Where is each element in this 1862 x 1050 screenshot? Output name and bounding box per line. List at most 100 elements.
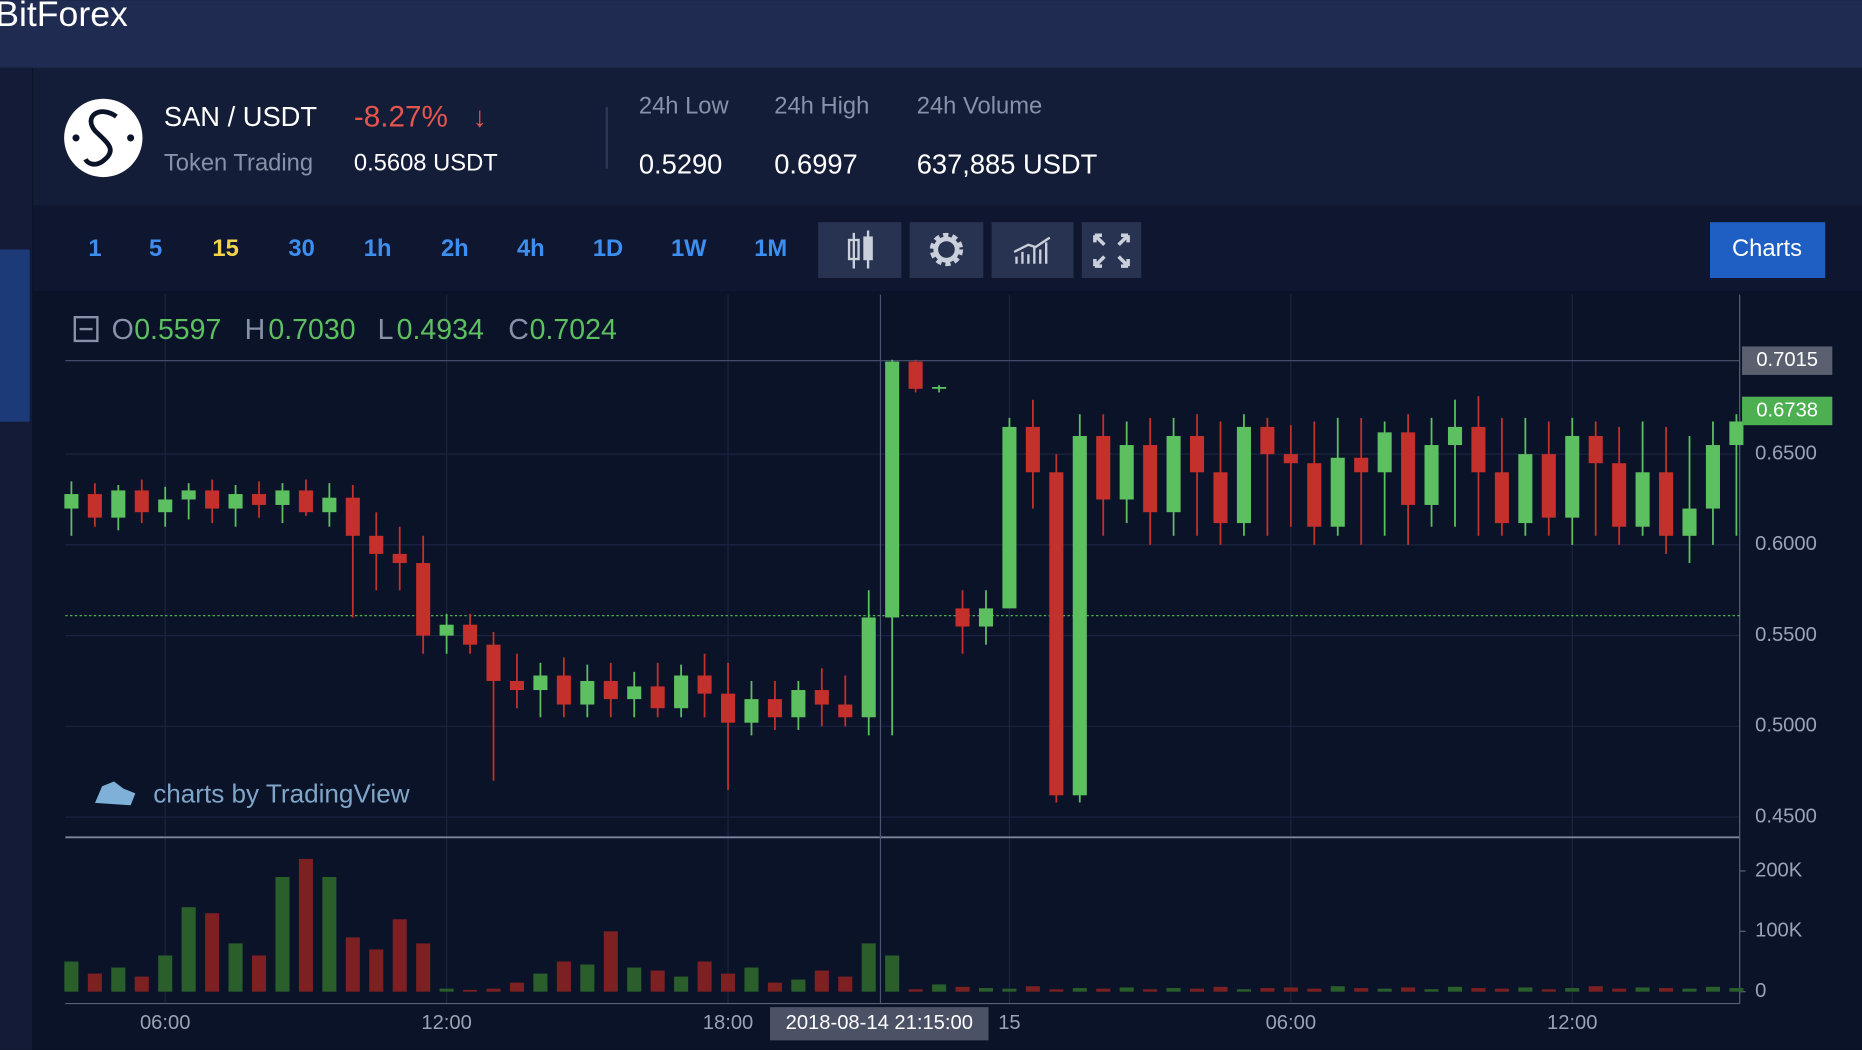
volume-bar xyxy=(1283,987,1298,992)
y-tick-label: 0.6000 xyxy=(1755,533,1817,555)
candle-body xyxy=(1659,472,1674,536)
x-tick-label: 12:00 xyxy=(1547,1012,1597,1034)
volume-bar xyxy=(1190,988,1205,992)
volume-bar xyxy=(1025,986,1040,992)
x-tick-label: 06:00 xyxy=(1266,1012,1316,1034)
volume-bar xyxy=(650,970,665,992)
candle-body xyxy=(439,624,454,636)
y-tick-label: 0.6500 xyxy=(1755,442,1817,464)
volume-bar xyxy=(556,961,571,992)
volume-bar xyxy=(1565,988,1580,992)
candle-body xyxy=(767,699,782,718)
legend-toggle[interactable] xyxy=(73,316,99,343)
indicators-button[interactable] xyxy=(991,222,1074,278)
candle-body xyxy=(1494,472,1509,524)
volume-bar xyxy=(87,973,102,992)
y-tick-label: 0.5000 xyxy=(1755,715,1817,737)
interval[interactable]: 5 xyxy=(149,235,162,262)
settings-button[interactable] xyxy=(909,222,984,278)
interval[interactable]: 1h xyxy=(364,235,392,262)
candle-body xyxy=(87,494,102,518)
volume-bar xyxy=(369,949,384,992)
volume-tick-label: 0 xyxy=(1755,980,1766,1002)
volume-tick-label: 100K xyxy=(1755,920,1803,942)
interval[interactable]: 15 xyxy=(212,235,238,262)
interval[interactable]: 2h xyxy=(441,235,469,262)
interval[interactable]: 1W xyxy=(671,235,707,262)
top-bar xyxy=(0,0,1862,68)
sidebar xyxy=(0,67,33,1050)
charts-button-label[interactable]: Charts xyxy=(1732,235,1802,262)
volume-bar xyxy=(322,876,337,992)
crosshair-time-label: 2018-08-14 21:15:00 xyxy=(786,1012,973,1034)
volume-bar xyxy=(1330,986,1345,992)
interval[interactable]: 1M xyxy=(754,235,787,262)
stat-value: 0.6997 xyxy=(774,149,858,180)
candle-body xyxy=(392,553,407,564)
interval[interactable]: 30 xyxy=(288,235,314,262)
candle-body xyxy=(1213,472,1228,524)
candle-body xyxy=(838,704,853,718)
candle-body xyxy=(1190,435,1205,473)
watermark: charts by TradingView xyxy=(153,779,410,809)
candle-body xyxy=(1401,432,1416,505)
volume-bar xyxy=(345,937,360,992)
volume-bar xyxy=(1072,988,1087,992)
chart: 0.4500 0.5000 0.5500 0.6000 0.6500 06:00 12:00… xyxy=(64,294,1833,1041)
intervals: 1 5 15 30 1h 2h 4h 1D 1W 1M xyxy=(88,235,787,262)
candle-body xyxy=(1283,454,1298,464)
volume-bar xyxy=(1635,987,1650,992)
volume-bar xyxy=(509,982,525,992)
volume-bar xyxy=(814,970,829,992)
candle-body xyxy=(1424,445,1439,505)
volume-bar xyxy=(978,988,994,992)
volume-bar xyxy=(1494,988,1509,992)
crosshair-price-label: 0.7015 xyxy=(1756,349,1818,371)
candle-body xyxy=(1588,435,1603,464)
volume-bar xyxy=(1002,988,1017,992)
last-price-box xyxy=(1742,396,1833,426)
legend-key: L xyxy=(378,314,394,346)
volume-bar xyxy=(1377,988,1392,992)
x-tick-label: 12:00 xyxy=(421,1012,471,1034)
logo[interactable]: BitForex xyxy=(0,0,128,34)
interval[interactable]: 4h xyxy=(517,235,545,262)
volume-bar xyxy=(158,955,173,992)
charts-button[interactable] xyxy=(1710,222,1826,278)
candle-body xyxy=(1682,508,1697,536)
volume-bar xyxy=(674,976,689,992)
candle-body xyxy=(1565,435,1580,518)
interval[interactable]: 1D xyxy=(593,235,623,262)
candle-body xyxy=(1635,472,1650,527)
sidebar-active[interactable] xyxy=(0,249,30,422)
candle-body xyxy=(1049,472,1064,796)
interval[interactable]: 1 xyxy=(88,235,101,262)
candle-body xyxy=(1354,457,1369,473)
volume-bar xyxy=(463,989,478,992)
candle-body xyxy=(627,686,642,700)
change-arrow: ↓ xyxy=(473,101,487,133)
candle-body xyxy=(1143,445,1158,513)
fullscreen-button[interactable] xyxy=(1081,222,1142,278)
candle-body xyxy=(1260,426,1275,455)
candle-body xyxy=(580,680,595,705)
crosshair-time-box xyxy=(770,1007,989,1041)
icon xyxy=(863,236,873,261)
volume-bar xyxy=(228,943,243,992)
candle-body xyxy=(205,490,220,509)
candle-body xyxy=(251,494,267,505)
candle-body xyxy=(1518,454,1533,524)
candle-body xyxy=(1330,457,1345,527)
stat-label: 24h Volume xyxy=(917,92,1042,119)
ticker-panel xyxy=(33,67,1862,206)
volume-bar xyxy=(205,913,220,992)
candle-body xyxy=(885,361,900,618)
candle-body xyxy=(814,690,829,705)
volume-bar xyxy=(1612,988,1627,992)
volume-bar xyxy=(744,967,759,992)
token-logo-glyph xyxy=(83,109,118,167)
candle-body xyxy=(650,686,665,709)
candle-body xyxy=(744,699,759,723)
legend-value: 0.7030 xyxy=(268,314,355,346)
